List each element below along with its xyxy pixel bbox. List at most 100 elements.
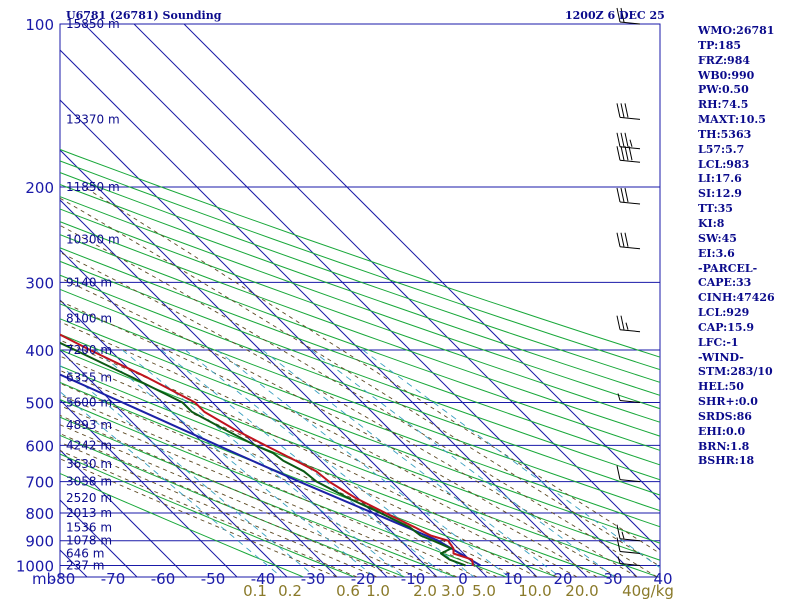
stats-panel: WMO:26781 TP:185 FRZ:984 WB0:990 PW:0.50 RH:7… (698, 24, 775, 469)
wind-barb-staff (619, 159, 641, 163)
mixing-ratio-line (262, 349, 561, 577)
dry-adiabats (60, 148, 660, 577)
pressure-label: 700 (25, 474, 54, 492)
height-label: 8100 m (66, 312, 112, 326)
dry-adiabat (60, 183, 660, 396)
dry-adiabat (60, 434, 405, 577)
dry-adiabat (60, 318, 660, 544)
wind-barb-flag (620, 232, 625, 247)
pressure-label: 200 (25, 179, 54, 197)
height-label: 7200 m (66, 343, 112, 357)
mixing-ratio-label: 5.0 (472, 582, 496, 600)
wind-barb (616, 537, 641, 554)
wind-barb-staff (619, 246, 641, 250)
wind-barb-flag (616, 187, 621, 203)
wind-barb-flag (624, 232, 629, 247)
moist-adiabat (60, 458, 338, 577)
dry-adiabat (60, 247, 660, 466)
pressure-label: 900 (25, 533, 54, 551)
stat-item: -PARCEL- (698, 261, 758, 275)
isotherm-line (60, 349, 288, 577)
height-label: 6355 m (66, 371, 112, 385)
mixing-ratio-label: 0.1 (243, 582, 267, 600)
mixing-ratio-label: 40g/kg (622, 582, 674, 600)
moist-adiabats (60, 186, 660, 577)
x-unit-label: mb (32, 570, 56, 588)
temperature-line (60, 333, 474, 566)
wind-barb-flag (616, 7, 621, 23)
wind-barb-flag (616, 132, 621, 147)
dry-adiabat (60, 453, 355, 577)
stat-item: -WIND- (698, 350, 744, 364)
wind-barb (616, 315, 641, 333)
wind-barb-flag (616, 315, 621, 330)
stat-item: SI:12.9 (698, 187, 742, 201)
stat-item: MAXT:10.5 (698, 113, 766, 127)
wind-barb-flag (620, 103, 625, 118)
pressure-label: 400 (25, 342, 54, 360)
stat-item: TP:185 (698, 38, 742, 52)
wind-barb-flag (620, 132, 625, 147)
height-label: 10300 m (66, 232, 120, 246)
stat-item: KI:8 (698, 216, 725, 230)
temperature-tick-label: -80 (51, 570, 76, 588)
temperature-tick-label: 0 (458, 570, 468, 588)
moist-adiabat (60, 369, 518, 577)
stat-item: SHR+:0.0 (698, 395, 758, 409)
stat-item: LFC:-1 (698, 335, 739, 349)
height-label: 4242 m (66, 438, 112, 452)
stat-item: LCL:983 (698, 157, 750, 171)
moist-adiabat (60, 441, 378, 577)
wind-barb (616, 524, 641, 542)
mixing-ratio-line (60, 391, 282, 577)
wind-barb-half-flag (617, 393, 621, 401)
isotherm-line (83, 24, 638, 577)
isotherm-line (133, 24, 660, 551)
dry-adiabat (60, 381, 558, 577)
temperature-tick-label: 10 (503, 570, 522, 588)
moist-adiabat (60, 394, 478, 577)
wind-barb (616, 232, 641, 250)
wind-barb-staff (619, 201, 641, 205)
mixing-ratio-line (216, 349, 510, 577)
stat-item: RH:74.5 (698, 98, 749, 112)
stat-item: HEL:50 (698, 380, 744, 394)
pressure-label: 800 (25, 505, 54, 523)
moist-adiabat (83, 186, 660, 555)
wind-barb-staff (619, 538, 641, 542)
height-label: 4893 m (66, 418, 112, 432)
dry-adiabat (60, 288, 660, 512)
mixing-ratio-lines (60, 349, 660, 577)
stat-item: SRDS:86 (698, 409, 752, 423)
wind-barb-half-flag (621, 531, 625, 539)
wind-barb-flag (624, 132, 629, 147)
stat-item: PW:0.50 (698, 83, 749, 97)
wind-barb (616, 465, 641, 483)
isotherm-lines (60, 24, 660, 577)
wind-barb-staff (619, 116, 641, 120)
moist-adiabat (60, 382, 498, 577)
stat-item: TT:35 (698, 202, 733, 216)
temperature-tick-label: -70 (101, 570, 126, 588)
mixing-ratio-line (310, 349, 615, 577)
stat-item: FRZ:984 (698, 53, 751, 67)
mixing-ratio-label: 10.0 (518, 582, 551, 600)
dry-adiabat (60, 148, 660, 358)
pressure-label: 600 (25, 437, 54, 455)
moist-adiabat (60, 277, 618, 577)
mixing-ratio-label: 0.6 (336, 582, 360, 600)
stat-item: CAPE:33 (698, 276, 752, 290)
wind-barb-staff (619, 21, 641, 25)
wind-barb-flag (616, 232, 621, 247)
temperature-tick-label: -10 (401, 570, 426, 588)
height-label: 1536 m (66, 520, 112, 534)
temperature-tick-label: -50 (201, 570, 226, 588)
temperature-tick-label: 40 (653, 570, 672, 588)
wind-barb (616, 146, 641, 163)
stat-item: BRN:1.8 (698, 439, 750, 453)
height-label: 1078 m (66, 534, 112, 548)
stat-item: LCL:929 (698, 306, 750, 320)
height-label: 2013 m (66, 506, 112, 520)
wind-barb-staff (619, 550, 641, 554)
isotherm-line (60, 149, 488, 577)
